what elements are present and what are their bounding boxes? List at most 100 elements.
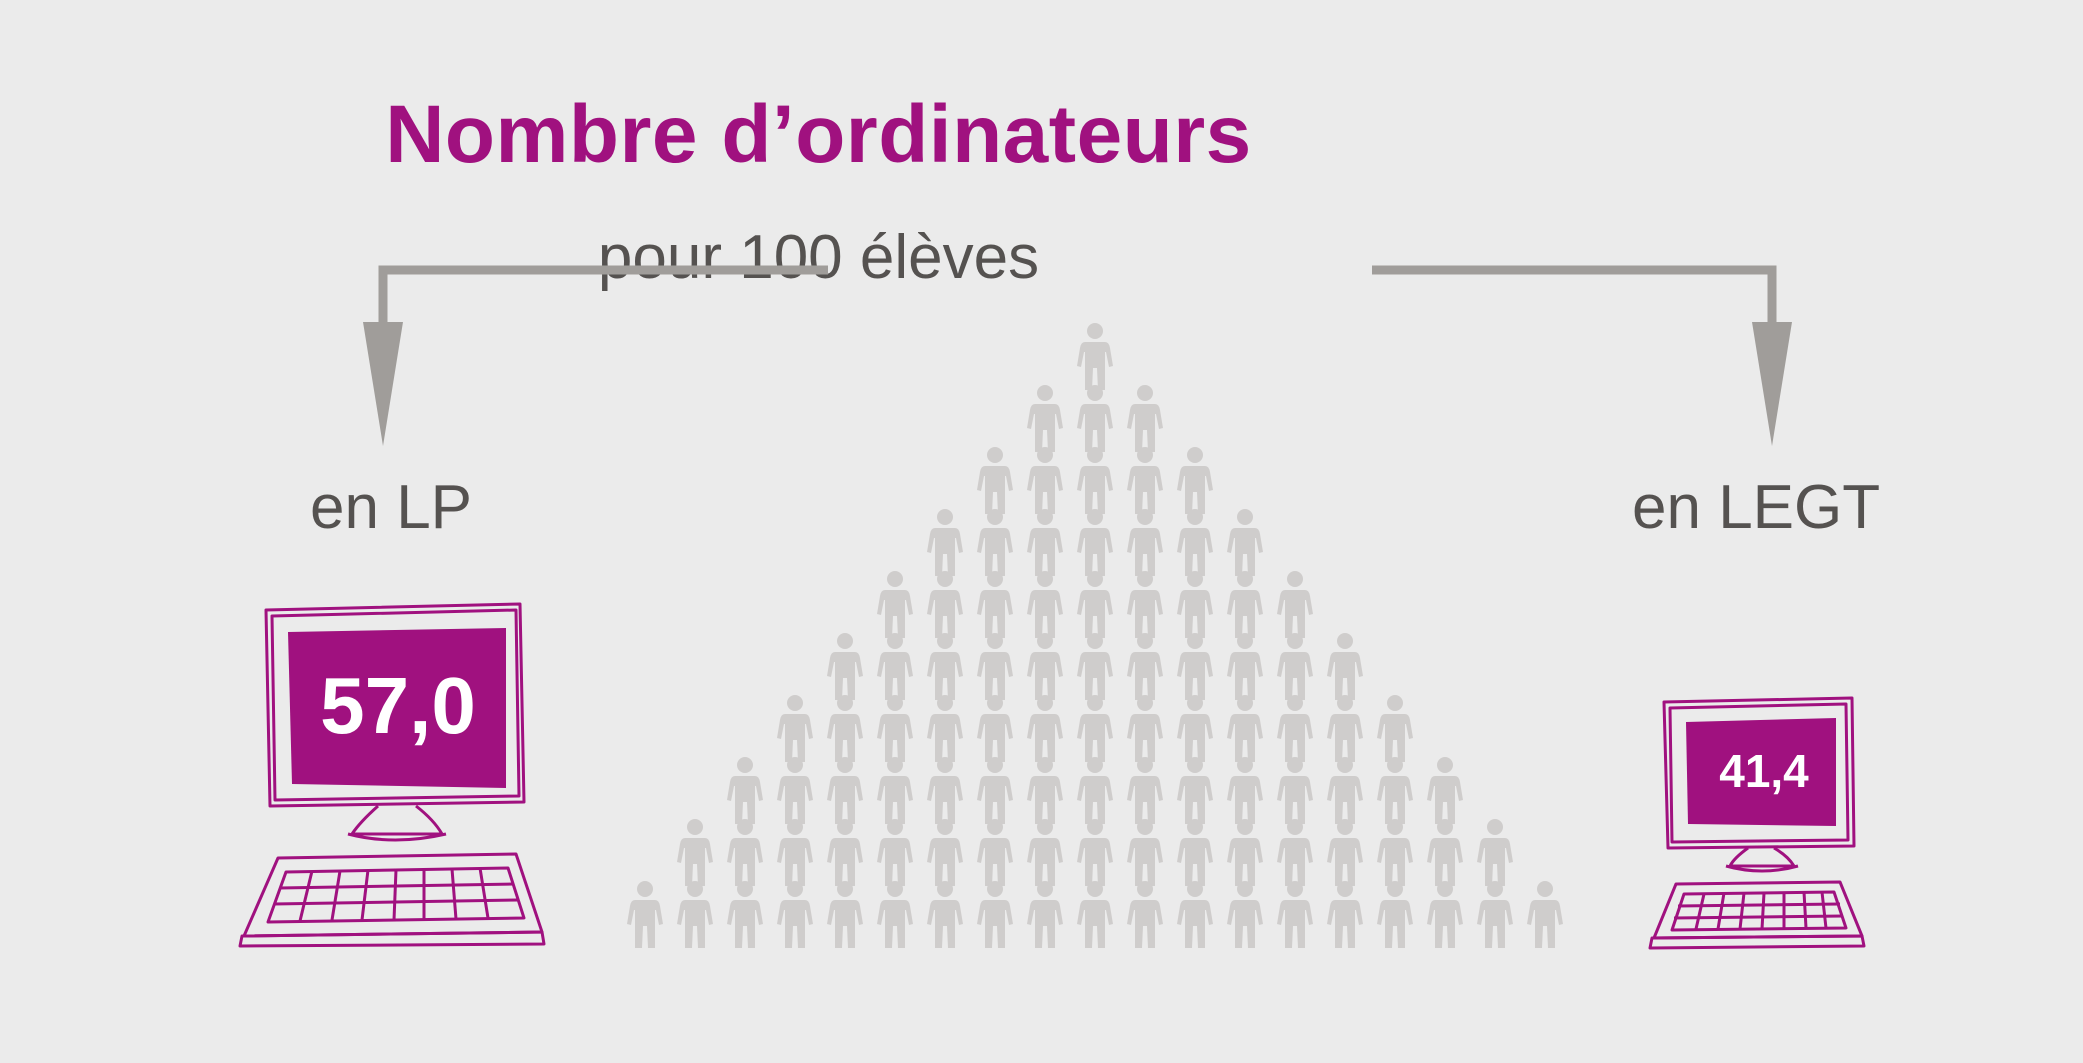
- person-icon: [927, 819, 963, 886]
- person-icon: [1027, 695, 1063, 762]
- person-icon: [1077, 571, 1113, 638]
- person-icon: [1127, 633, 1163, 700]
- person-icon: [877, 819, 913, 886]
- person-icon: [1077, 695, 1113, 762]
- page-title: Nombre d’ordinateurs: [385, 89, 1252, 180]
- person-icon: [927, 757, 963, 824]
- person-icon: [1227, 509, 1263, 576]
- person-icon: [1227, 571, 1263, 638]
- label-legt: en LEGT: [1632, 473, 1881, 542]
- person-icon: [1177, 509, 1213, 576]
- person-icon: [727, 819, 763, 886]
- person-icon: [1027, 757, 1063, 824]
- person-icon: [727, 757, 763, 824]
- person-icon: [1077, 633, 1113, 700]
- person-icon: [977, 881, 1013, 948]
- value-legt: 41,4: [1719, 745, 1809, 797]
- person-icon: [1127, 819, 1163, 886]
- person-icon: [1177, 447, 1213, 514]
- person-icon: [1127, 385, 1163, 452]
- person-icon: [1277, 881, 1313, 948]
- person-icon: [1327, 695, 1363, 762]
- person-icon: [1027, 385, 1063, 452]
- person-icon: [877, 757, 913, 824]
- person-icon: [1127, 571, 1163, 638]
- person-icon: [977, 509, 1013, 576]
- person-icon: [1327, 757, 1363, 824]
- person-icon: [1077, 447, 1113, 514]
- person-icon: [1327, 819, 1363, 886]
- person-icon: [1377, 819, 1413, 886]
- person-icon: [1327, 881, 1363, 948]
- person-icon: [1227, 819, 1263, 886]
- person-icon: [1127, 509, 1163, 576]
- person-icon: [1227, 695, 1263, 762]
- person-icon: [1027, 633, 1063, 700]
- person-icon: [827, 695, 863, 762]
- bracket-arrow-right: [1372, 265, 1792, 446]
- person-icon: [1077, 757, 1113, 824]
- person-icon: [1277, 633, 1313, 700]
- person-icon: [1327, 633, 1363, 700]
- person-icon: [1177, 571, 1213, 638]
- person-icon: [927, 509, 963, 576]
- person-icon: [1027, 509, 1063, 576]
- person-icon: [1177, 757, 1213, 824]
- bracket-arrow-left: [363, 265, 828, 446]
- person-icon: [777, 757, 813, 824]
- person-icon: [677, 881, 713, 948]
- person-icon: [1127, 447, 1163, 514]
- subtitle: pour 100 élèves: [597, 223, 1040, 292]
- person-icon: [877, 571, 913, 638]
- person-icon: [827, 881, 863, 948]
- person-icon: [877, 633, 913, 700]
- person-icon: [977, 695, 1013, 762]
- person-icon: [1427, 881, 1463, 948]
- person-icon: [977, 757, 1013, 824]
- label-lp: en LP: [310, 473, 473, 542]
- person-icon: [827, 757, 863, 824]
- person-icon: [1177, 819, 1213, 886]
- person-icon: [1277, 819, 1313, 886]
- person-icon: [777, 695, 813, 762]
- person-icon: [977, 819, 1013, 886]
- person-icon: [1177, 695, 1213, 762]
- person-icon: [1277, 757, 1313, 824]
- person-icon: [627, 881, 663, 948]
- person-icon: [727, 881, 763, 948]
- person-icon: [1127, 695, 1163, 762]
- person-icon: [977, 633, 1013, 700]
- person-icon: [1227, 757, 1263, 824]
- person-icon: [777, 881, 813, 948]
- person-icon: [1077, 509, 1113, 576]
- person-icon: [1427, 757, 1463, 824]
- person-icon: [1527, 881, 1563, 948]
- person-icon: [1427, 819, 1463, 886]
- person-icon: [1077, 819, 1113, 886]
- person-icon: [977, 447, 1013, 514]
- person-icon: [1177, 881, 1213, 948]
- person-icon: [1377, 695, 1413, 762]
- person-icon: [1077, 385, 1113, 452]
- person-icon: [927, 633, 963, 700]
- person-icon: [1227, 881, 1263, 948]
- person-icon: [1377, 757, 1413, 824]
- person-icon: [877, 695, 913, 762]
- person-icon: [1127, 757, 1163, 824]
- person-icon: [1027, 881, 1063, 948]
- person-icon: [1077, 881, 1113, 948]
- person-icon: [1027, 819, 1063, 886]
- value-lp: 57,0: [320, 661, 476, 750]
- person-icon: [1277, 695, 1313, 762]
- person-icon: [1027, 571, 1063, 638]
- person-icon: [1127, 881, 1163, 948]
- person-icon: [927, 881, 963, 948]
- person-icon: [1077, 323, 1113, 390]
- person-icon: [1377, 881, 1413, 948]
- person-icon: [827, 819, 863, 886]
- person-icon: [1027, 447, 1063, 514]
